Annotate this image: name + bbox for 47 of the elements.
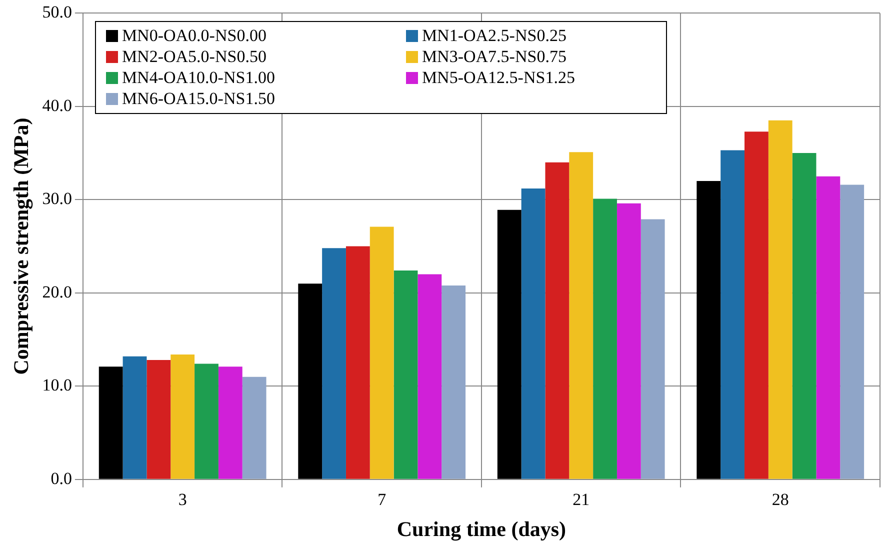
legend-label: MN0-OA0.0-NS0.00	[120, 26, 268, 46]
bar	[720, 150, 744, 479]
y-tick-label: 20.0	[42, 282, 72, 302]
x-tick-label: 28	[772, 490, 789, 510]
bar	[545, 162, 570, 479]
bar	[218, 366, 242, 479]
y-tick-label: 10.0	[42, 376, 72, 395]
bar	[146, 360, 171, 479]
bar	[194, 364, 218, 479]
bar	[242, 376, 266, 479]
bar	[98, 366, 123, 479]
bar	[616, 203, 641, 479]
bar	[816, 176, 840, 479]
bar	[370, 226, 394, 479]
x-tick-label: 21	[572, 490, 590, 510]
bar	[521, 188, 546, 479]
bar	[418, 274, 442, 479]
legend-label: MN3-OA7.5-NS0.75	[420, 47, 568, 68]
x-tick-label: 7	[378, 490, 387, 510]
y-axis-title: Compressive strength (MPa)	[9, 118, 34, 375]
y-tick-label: 0.0	[50, 468, 72, 488]
bar	[322, 248, 346, 479]
bar	[569, 152, 594, 479]
legend-label: MN2-OA5.0-NS0.50	[120, 47, 268, 68]
bar	[640, 219, 665, 479]
bar	[298, 284, 322, 479]
bar	[840, 184, 864, 479]
bar	[696, 181, 721, 479]
bar	[442, 285, 466, 479]
legend-label: MN1-OA2.5-NS0.25	[420, 26, 568, 46]
bar	[394, 270, 418, 479]
bar	[122, 356, 147, 479]
legend-label: MN4-OA10.0-NS1.00	[120, 68, 276, 88]
bar	[768, 120, 792, 479]
legend-label: MN6-OA15.0-NS1.50	[120, 89, 276, 110]
x-axis-title: Curing time (days)	[396, 516, 566, 541]
y-tick-label: 50.0	[42, 2, 72, 22]
legend-label: MN5-OA12.5-NS1.25	[420, 68, 576, 88]
bar	[593, 198, 617, 479]
y-tick-label: 30.0	[42, 189, 72, 208]
bar	[346, 246, 370, 479]
x-tick-label: 3	[178, 490, 187, 510]
bar	[792, 153, 816, 479]
bar	[497, 210, 522, 479]
bar	[170, 354, 195, 479]
y-tick-label: 40.0	[42, 96, 72, 115]
bar	[744, 132, 768, 479]
